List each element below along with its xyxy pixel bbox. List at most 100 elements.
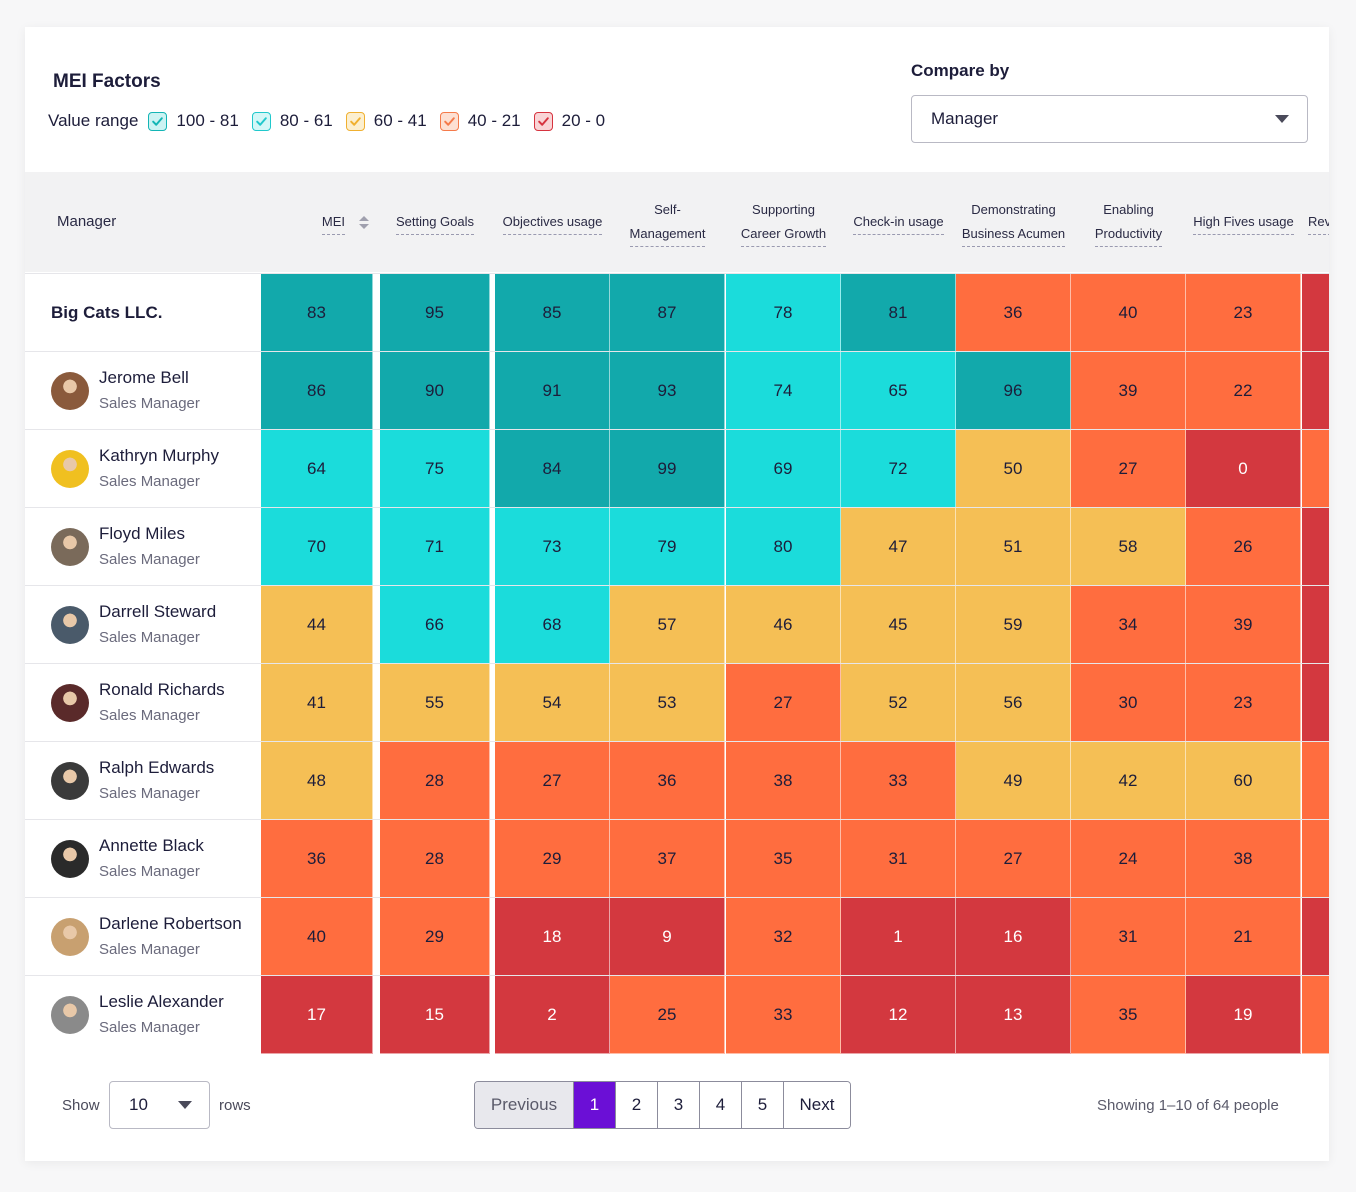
score-cell[interactable]: 59 — [956, 586, 1071, 664]
score-cell[interactable] — [1302, 586, 1329, 664]
score-cell[interactable]: 85 — [495, 274, 610, 352]
score-cell[interactable]: 60 — [1186, 742, 1301, 820]
score-cell[interactable]: 57 — [610, 586, 725, 664]
checkbox-checked-icon[interactable] — [345, 111, 365, 131]
checkbox-checked-icon[interactable] — [439, 111, 459, 131]
score-cell[interactable]: 18 — [495, 898, 610, 976]
score-cell[interactable]: 12 — [841, 976, 956, 1054]
column-header[interactable]: Enabling Productivity — [1071, 172, 1186, 272]
score-cell[interactable]: 84 — [495, 430, 610, 508]
score-cell[interactable]: 21 — [1186, 898, 1301, 976]
score-cell[interactable]: 33 — [726, 976, 841, 1054]
score-cell[interactable] — [1302, 274, 1329, 352]
score-cell[interactable]: 36 — [610, 742, 725, 820]
score-cell[interactable]: 47 — [841, 508, 956, 586]
score-cell[interactable]: 15 — [380, 976, 490, 1054]
score-cell[interactable]: 34 — [1071, 586, 1186, 664]
range-filter-item[interactable]: 40 - 21 — [439, 111, 521, 131]
score-cell[interactable]: 23 — [1186, 274, 1301, 352]
score-cell[interactable]: 16 — [956, 898, 1071, 976]
score-cell[interactable]: 72 — [841, 430, 956, 508]
score-cell[interactable]: 45 — [841, 586, 956, 664]
column-header[interactable]: Check-in usage — [841, 172, 956, 272]
score-cell[interactable]: 46 — [726, 586, 841, 664]
score-cell[interactable]: 79 — [610, 508, 725, 586]
page-button-5[interactable]: 5 — [742, 1082, 784, 1128]
table-row[interactable]: Leslie Alexander Sales Manager 17 15 2 25 33 12… — [25, 975, 1329, 1054]
table-row[interactable]: Ralph Edwards Sales Manager 48 28 27 36 38 33 49… — [25, 741, 1329, 820]
score-cell[interactable]: 26 — [1186, 508, 1301, 586]
score-cell[interactable]: 49 — [956, 742, 1071, 820]
score-cell[interactable]: 93 — [610, 352, 725, 430]
score-cell[interactable]: 31 — [841, 820, 956, 898]
score-cell[interactable]: 75 — [380, 430, 490, 508]
checkbox-checked-icon[interactable] — [251, 111, 271, 131]
score-cell[interactable]: 28 — [380, 742, 490, 820]
score-cell[interactable]: 1 — [841, 898, 956, 976]
column-header[interactable]: Supporting Career Growth — [726, 172, 841, 272]
score-cell[interactable]: 33 — [841, 742, 956, 820]
sort-icon[interactable] — [359, 215, 369, 229]
score-cell[interactable]: 27 — [1071, 430, 1186, 508]
score-cell[interactable]: 90 — [380, 352, 490, 430]
score-cell[interactable]: 56 — [956, 664, 1071, 742]
score-cell[interactable]: 30 — [1071, 664, 1186, 742]
score-cell[interactable]: 55 — [380, 664, 490, 742]
score-cell[interactable]: 29 — [495, 820, 610, 898]
score-cell[interactable]: 17 — [261, 976, 373, 1054]
score-cell[interactable]: 81 — [841, 274, 956, 352]
score-cell[interactable]: 27 — [495, 742, 610, 820]
score-cell[interactable]: 24 — [1071, 820, 1186, 898]
column-header[interactable]: Self- Management — [610, 172, 725, 272]
score-cell[interactable] — [1302, 898, 1329, 976]
table-row[interactable]: Darrell Steward Sales Manager 44 66 68 57 46 45… — [25, 585, 1329, 664]
table-row[interactable]: Annette Black Sales Manager 36 28 29 37 35 31 27… — [25, 819, 1329, 898]
score-cell[interactable] — [1302, 508, 1329, 586]
score-cell[interactable] — [1302, 976, 1329, 1054]
score-cell[interactable]: 36 — [956, 274, 1071, 352]
score-cell[interactable] — [1302, 352, 1329, 430]
page-button-4[interactable]: 4 — [700, 1082, 742, 1128]
score-cell[interactable]: 2 — [495, 976, 610, 1054]
table-row[interactable]: Ronald Richards Sales Manager 41 55 54 53 27 52… — [25, 663, 1329, 742]
score-cell[interactable]: 52 — [841, 664, 956, 742]
table-row[interactable]: Darlene Robertson Sales Manager 40 29 18 9 32 1… — [25, 897, 1329, 976]
checkbox-checked-icon[interactable] — [148, 111, 168, 131]
score-cell[interactable]: 78 — [726, 274, 841, 352]
score-cell[interactable]: 71 — [380, 508, 490, 586]
score-cell[interactable]: 95 — [380, 274, 490, 352]
score-cell[interactable]: 80 — [726, 508, 841, 586]
score-cell[interactable]: 73 — [495, 508, 610, 586]
page-button-3[interactable]: 3 — [658, 1082, 700, 1128]
score-cell[interactable]: 42 — [1071, 742, 1186, 820]
column-header[interactable]: MEI — [261, 172, 373, 272]
range-filter-item[interactable]: 20 - 0 — [533, 111, 605, 131]
score-cell[interactable]: 40 — [1071, 274, 1186, 352]
score-cell[interactable] — [1302, 664, 1329, 742]
score-cell[interactable]: 40 — [261, 898, 373, 976]
score-cell[interactable]: 51 — [956, 508, 1071, 586]
score-cell[interactable]: 28 — [380, 820, 490, 898]
score-cell[interactable]: 70 — [261, 508, 373, 586]
score-cell[interactable]: 38 — [1186, 820, 1301, 898]
score-cell[interactable]: 27 — [726, 664, 841, 742]
table-row[interactable]: Floyd Miles Sales Manager 70 71 73 79 80 47 51 58… — [25, 507, 1329, 586]
score-cell[interactable] — [1302, 820, 1329, 898]
score-cell[interactable]: 96 — [956, 352, 1071, 430]
previous-page-button[interactable]: Previous — [475, 1082, 574, 1128]
score-cell[interactable]: 50 — [956, 430, 1071, 508]
score-cell[interactable]: 37 — [610, 820, 725, 898]
score-cell[interactable]: 87 — [610, 274, 725, 352]
score-cell[interactable]: 64 — [261, 430, 373, 508]
score-cell[interactable]: 65 — [841, 352, 956, 430]
score-cell[interactable]: 53 — [610, 664, 725, 742]
score-cell[interactable]: 69 — [726, 430, 841, 508]
score-cell[interactable]: 91 — [495, 352, 610, 430]
score-cell[interactable]: 39 — [1186, 586, 1301, 664]
score-cell[interactable]: 99 — [610, 430, 725, 508]
score-cell[interactable]: 19 — [1186, 976, 1301, 1054]
score-cell[interactable]: 44 — [261, 586, 373, 664]
score-cell[interactable]: 41 — [261, 664, 373, 742]
score-cell[interactable]: 83 — [261, 274, 373, 352]
score-cell[interactable]: 32 — [726, 898, 841, 976]
